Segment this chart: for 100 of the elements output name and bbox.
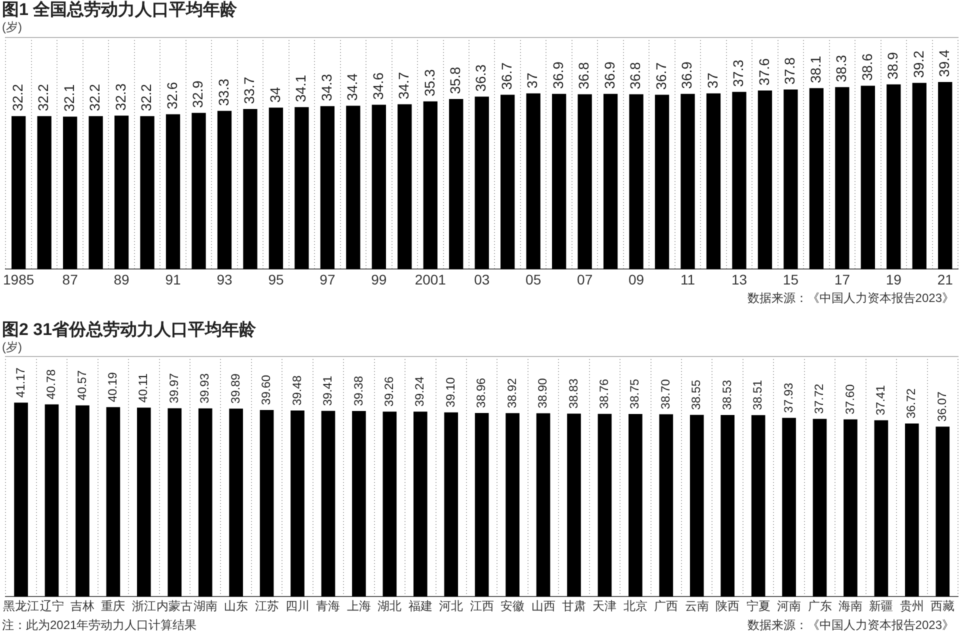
data-label: 41.17 bbox=[13, 367, 28, 398]
bar bbox=[268, 108, 284, 270]
bar bbox=[860, 86, 875, 270]
x-tick-label: 云南 bbox=[684, 599, 709, 614]
x-tick-label: 北京 bbox=[623, 599, 648, 614]
bar bbox=[168, 408, 182, 597]
data-label: 34 bbox=[266, 86, 283, 103]
data-label: 34.4 bbox=[344, 73, 360, 101]
data-label: 34.6 bbox=[370, 72, 386, 100]
data-label: 37 bbox=[524, 72, 540, 88]
x-tick-label: 21 bbox=[937, 271, 954, 288]
x-tick-label: 吉林 bbox=[70, 599, 94, 614]
x-tick-label: 95 bbox=[268, 271, 284, 288]
data-label: 32.2 bbox=[35, 84, 52, 112]
bar bbox=[76, 405, 90, 597]
data-label: 36.9 bbox=[550, 61, 566, 89]
bar bbox=[578, 94, 592, 270]
x-tick-label: 2001 bbox=[414, 271, 446, 288]
bar bbox=[294, 107, 309, 270]
bar bbox=[217, 110, 232, 270]
x-tick-label: 西藏 bbox=[930, 599, 955, 614]
x-tick-label: 重庆 bbox=[101, 599, 126, 614]
bar bbox=[732, 92, 746, 270]
source-note: 数据来源：《中国人力资本报告2023》 bbox=[747, 291, 954, 305]
data-label: 34.1 bbox=[292, 74, 309, 102]
x-tick-label: 15 bbox=[782, 271, 799, 288]
x-tick-label: 17 bbox=[834, 271, 850, 288]
x-tick-label: 93 bbox=[216, 271, 232, 288]
bar bbox=[706, 93, 721, 270]
x-tick-label: 89 bbox=[114, 271, 130, 288]
x-tick-label: 内蒙古 bbox=[156, 599, 193, 614]
data-label: 40.78 bbox=[44, 369, 58, 400]
x-tick-label: 11 bbox=[680, 271, 696, 288]
data-label: 37.3 bbox=[730, 59, 746, 87]
bar bbox=[506, 413, 520, 597]
data-label: 36.7 bbox=[652, 62, 669, 90]
data-label: 36.8 bbox=[627, 62, 644, 90]
bar bbox=[320, 106, 335, 270]
source-note: 数据来源：《中国人力资本报告2023》 bbox=[747, 618, 954, 632]
data-label: 36.9 bbox=[678, 61, 695, 89]
bar bbox=[758, 90, 772, 270]
data-label: 40.57 bbox=[74, 370, 89, 400]
x-tick-label: 03 bbox=[474, 271, 490, 288]
bar bbox=[140, 116, 154, 270]
data-label: 37.6 bbox=[756, 58, 772, 86]
bar bbox=[44, 404, 59, 597]
bar bbox=[449, 99, 464, 270]
bar bbox=[398, 104, 412, 270]
bar bbox=[598, 414, 612, 597]
bar bbox=[552, 94, 566, 270]
data-label: 40.11 bbox=[136, 373, 150, 403]
x-tick-label: 新疆 bbox=[869, 599, 894, 614]
x-tick-label: 07 bbox=[577, 271, 593, 288]
data-label: 39.24 bbox=[412, 376, 427, 407]
x-tick-label: 江西 bbox=[470, 599, 494, 614]
x-tick-label: 广西 bbox=[654, 599, 678, 614]
data-label: 36.8 bbox=[576, 62, 592, 90]
bar bbox=[680, 94, 695, 270]
x-tick-label: 贵州 bbox=[900, 599, 924, 614]
x-tick-label: 91 bbox=[165, 271, 182, 288]
chart-title: 图1 全国总劳动力人口平均年龄 bbox=[2, 0, 238, 20]
data-label: 32.9 bbox=[190, 80, 206, 108]
data-label: 38.6 bbox=[858, 53, 875, 81]
bar bbox=[413, 412, 428, 597]
data-label: 38.51 bbox=[750, 380, 765, 410]
data-label: 36.9 bbox=[601, 61, 618, 89]
data-label: 37.8 bbox=[782, 57, 798, 85]
data-label: 39.48 bbox=[290, 375, 304, 406]
y-axis-title: (岁) bbox=[2, 340, 22, 354]
x-tick-label: 山西 bbox=[531, 599, 556, 614]
x-tick-label: 87 bbox=[62, 271, 78, 288]
data-label: 39.10 bbox=[443, 376, 458, 408]
data-label: 38.96 bbox=[474, 378, 488, 408]
bar bbox=[346, 106, 360, 270]
bar bbox=[114, 116, 129, 270]
x-tick-label: 湖北 bbox=[378, 599, 402, 614]
x-tick-label: 河北 bbox=[439, 599, 464, 614]
bar bbox=[536, 413, 550, 597]
x-tick-label: 青海 bbox=[316, 599, 340, 614]
data-label: 37.93 bbox=[781, 382, 796, 413]
data-label: 38.70 bbox=[658, 378, 672, 410]
bar bbox=[809, 88, 824, 270]
x-tick-label: 97 bbox=[320, 271, 336, 288]
data-label: 38.92 bbox=[504, 378, 519, 408]
bar bbox=[166, 114, 180, 270]
data-label: 39.2 bbox=[910, 50, 926, 78]
data-label: 36.07 bbox=[934, 391, 949, 422]
bar bbox=[659, 414, 674, 597]
data-label: 39.41 bbox=[320, 376, 335, 406]
bar bbox=[62, 116, 78, 270]
data-label: 33.7 bbox=[241, 76, 258, 104]
data-label: 39.38 bbox=[351, 376, 366, 406]
x-tick-label: 四川 bbox=[286, 599, 310, 614]
x-tick-label: 江苏 bbox=[254, 599, 279, 614]
data-label: 38.83 bbox=[566, 378, 580, 409]
bar bbox=[526, 93, 540, 270]
bar bbox=[720, 415, 735, 597]
x-tick-label: 海南 bbox=[838, 599, 862, 614]
bar bbox=[382, 412, 397, 597]
bar bbox=[835, 87, 850, 270]
